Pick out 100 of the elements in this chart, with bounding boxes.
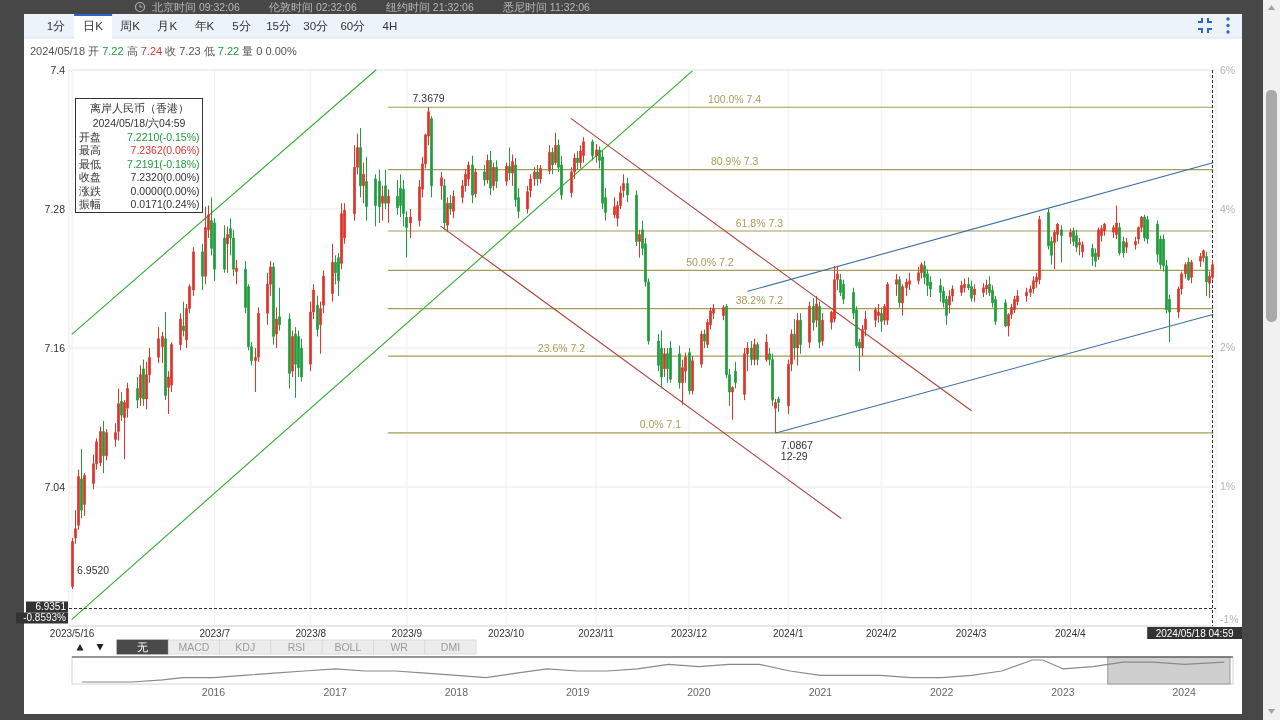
candlestick [777,396,780,413]
annotation: 7.3679 [412,91,445,104]
candlestick [182,301,185,337]
x-tick-label: 2023/7 [199,627,231,639]
candlestick [136,376,139,409]
series-label: 61.8% 7.3 [735,216,784,229]
y2-tick-label: 4% [1220,202,1236,215]
candlestick [669,340,672,384]
y2-tick-label: 1% [1220,480,1236,493]
candlestick [821,312,824,347]
candlestick [359,127,362,198]
candlestick [539,164,542,185]
candlestick [474,167,477,198]
candlestick [703,328,706,349]
candlestick [511,154,514,187]
candlestick [486,154,489,185]
candlestick [731,385,734,421]
candlestick [235,259,238,285]
series-label: 100.0% 7.4 [708,92,762,105]
annotation: 离岸人民币（香港） [89,102,189,114]
candlestick [409,208,412,239]
candlestick [1081,240,1084,259]
candlestick [982,282,985,298]
candlestick [898,275,901,308]
candlestick [973,283,976,303]
text: 悉尼时间 11:32:06 [501,1,591,13]
y2-tick-label: 2% [1220,341,1236,354]
text: 年K [194,20,215,32]
candlestick [430,115,433,198]
candlestick [1202,249,1205,263]
candlestick [99,426,102,467]
candlestick [440,171,443,201]
text: MACD [178,641,210,653]
candlestick [880,306,883,333]
candlestick [1143,214,1146,242]
candlestick [963,278,966,293]
candlestick [1146,215,1149,245]
candlestick [960,280,963,297]
candlestick [638,229,641,259]
candlestick [1075,229,1078,253]
x-tick-label: 2023/9 [391,627,423,639]
text: 最高 7.2362(0.06%) [78,144,200,157]
candlestick [799,312,802,355]
candlestick [505,162,508,187]
candlestick [774,398,777,434]
x-tick-label: 2023 [1051,686,1075,698]
text: 收盘 7.2320(0.00%) [78,171,200,184]
candlestick [1004,298,1007,328]
candlestick [204,206,207,285]
candlestick [700,330,703,369]
candlestick [340,202,343,270]
candlestick [278,287,281,332]
text: 2024/05/18 开 7.22 高 7.24 收 7.23 低 7.22 量 0 0.00% [30,45,297,57]
candlestick [1038,215,1041,285]
candlestick [316,295,319,337]
y-tick-label: 7.28 [44,202,66,215]
candlestick [161,331,164,364]
candlestick [449,194,452,216]
candlestick [536,164,539,187]
candlestick [1103,222,1106,237]
candlestick [83,472,86,517]
text: BOLL [334,641,362,653]
x-tick-label: 2024/3 [955,627,987,639]
candlestick [223,224,226,274]
text: -0.8593% [23,612,67,624]
candlestick [1069,228,1072,245]
candlestick [179,312,182,351]
candlestick [874,306,877,328]
candlestick [793,318,796,361]
candlestick [948,289,951,314]
annotation: 12-29 [780,449,808,462]
x-tick-label: 2020 [687,686,711,698]
candlestick [201,243,204,291]
x-tick-label: 2023/10 [488,627,525,639]
candlestick [970,280,973,303]
candlestick [753,338,756,366]
candlestick [901,283,904,317]
candlestick [1032,275,1035,295]
text: 无 [137,641,149,653]
candlestick [294,326,297,399]
candlestick [288,312,291,390]
candlestick [1091,243,1094,267]
candlestick [381,185,384,222]
candlestick [663,347,666,378]
x-tick-label: 2024/1 [772,627,804,639]
candlestick [1115,205,1118,240]
candlestick [117,388,120,442]
series-label: 50.0% 7.2 [686,255,734,268]
candlestick [818,301,821,349]
text: KDJ [235,641,256,653]
x-tick-label: 2023/8 [295,627,327,639]
x-tick-label: 2021 [808,686,833,698]
text: 60分 [340,20,366,32]
candlestick [80,448,83,519]
candlestick [734,361,737,390]
y-tick-label: 7.4 [50,63,66,76]
candlestick [508,147,511,181]
candlestick [1097,227,1100,261]
text: 日K [83,20,104,32]
candlestick [272,261,275,346]
